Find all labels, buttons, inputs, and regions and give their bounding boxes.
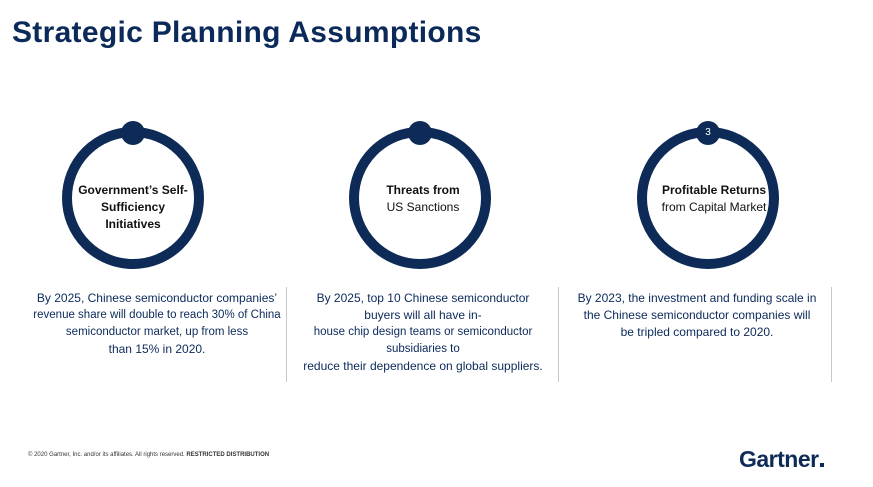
pillar-2-statement: By 2025, top 10 Chinese semiconductor bu… xyxy=(289,290,557,375)
pillar-1-badge xyxy=(121,121,145,145)
pillar-2-label-bold: Threats from xyxy=(386,183,460,197)
footer: © 2020 Gartner, Inc. and/or its affiliat… xyxy=(28,452,269,458)
pillar-2-statement-line: reduce their dependence on global suppli… xyxy=(303,359,543,373)
pillar-3-label-bold: Profitable Returns xyxy=(661,183,766,197)
pillar-2-statement-line: buyers will all have in- xyxy=(364,308,482,322)
restriction-text: RESTRICTED DISTRIBUTION xyxy=(186,452,270,458)
pillar-1-statement-line: than 15% in 2020. xyxy=(108,342,206,356)
column-divider xyxy=(286,287,287,382)
pillar-2-badge xyxy=(408,121,432,145)
pillar-3-statement-line: be tripled compared to 2020. xyxy=(620,325,774,339)
slide-title: Strategic Planning Assumptions xyxy=(12,16,482,49)
pillar-2-statement-line: house chip design teams or semiconductor… xyxy=(313,326,533,355)
pillar-2-statement-line: By 2025, top 10 Chinese semiconductor xyxy=(316,291,530,305)
pillar-1-statement-line: By 2025, Chinese semiconductor companies… xyxy=(36,291,278,305)
logo-text: Gartner xyxy=(739,446,819,472)
pillar-2-label-regular: US Sanctions xyxy=(386,200,460,214)
pillar-3-statement: By 2023, the investment and funding scal… xyxy=(562,290,832,341)
copyright-text: © 2020 Gartner, Inc. and/or its affiliat… xyxy=(28,452,185,458)
pillar-1-statement: By 2025, Chinese semiconductor companies… xyxy=(12,290,302,358)
logo-dot-icon xyxy=(819,463,824,467)
pillar-2-label: Threats from US Sanctions xyxy=(362,182,484,216)
pillar-1-label: Government’s Self-Sufficiency Initiative… xyxy=(72,182,194,233)
gartner-logo: Gartner xyxy=(739,446,824,473)
column-divider xyxy=(558,287,559,382)
pillar-3-statement-line: the Chinese semiconductor companies will xyxy=(583,308,811,322)
pillar-1-ring xyxy=(62,121,204,269)
pillar-3-badge: 3 xyxy=(696,121,720,145)
pillar-3-label: Profitable Returns from Capital Market xyxy=(639,182,789,216)
pillar-2-ring xyxy=(349,121,491,269)
column-divider xyxy=(831,287,832,382)
pillar-3-ring: 3 xyxy=(637,121,779,269)
pillar-3-statement-line: By 2023, the investment and funding scal… xyxy=(577,291,817,305)
pillar-1-statement-line: revenue share will double to reach 30% o… xyxy=(33,309,281,338)
pillar-1-label-bold: Government’s Self-Sufficiency Initiative… xyxy=(78,183,188,231)
pillar-3-label-regular: from Capital Market xyxy=(661,200,767,214)
